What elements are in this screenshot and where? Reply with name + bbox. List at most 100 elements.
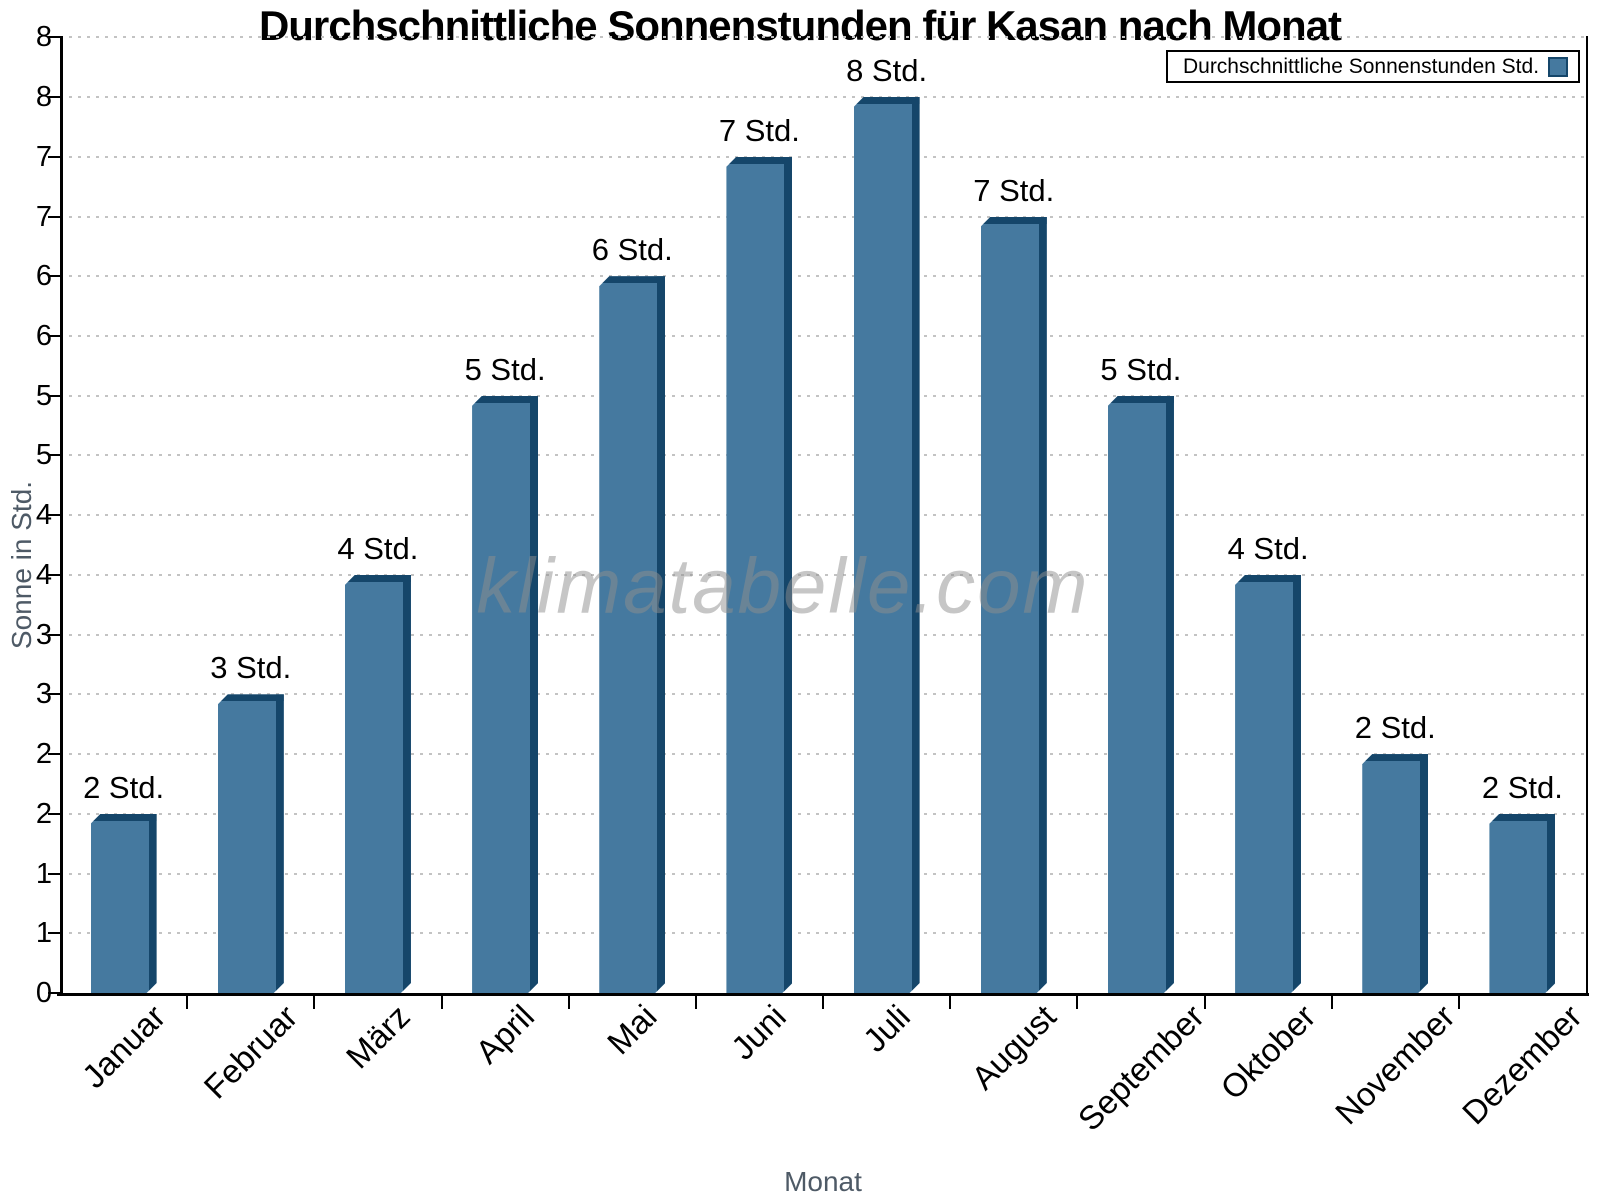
bar [218,694,284,993]
y-tick [48,155,60,158]
bar [854,97,920,993]
y-gridline [60,693,1586,696]
y-tick-label: 3 [35,618,52,651]
x-axis-category-label: Februar [196,997,305,1106]
bar-right-face [530,396,538,993]
y-tick-label: 4 [35,558,52,591]
watermark: klimatabelle.com [476,541,1090,630]
y-gridline [60,753,1586,756]
y-gridline [60,932,1586,935]
x-axis-category-label: Oktober [1213,997,1323,1107]
bar-right-face [1166,396,1174,993]
y-gridline [60,633,1586,636]
bar-right-face [784,157,792,993]
y-tick-label: 6 [35,319,52,352]
bar [345,575,411,993]
y-gridline [60,275,1586,278]
bar-top-face [599,276,665,283]
y-tick-label: 5 [35,379,52,412]
bar-right-face [912,97,920,993]
y-tick-label: 8 [35,81,52,114]
y-tick-label: 4 [35,499,52,532]
x-axis-category-label: Dezember [1455,997,1590,1132]
bar [726,157,792,993]
y-tick [48,394,60,397]
x-tick [567,996,570,1009]
y-tick [48,992,60,994]
legend-swatch-icon [1548,56,1568,77]
y-gridline [60,872,1586,875]
x-tick [1330,996,1333,1009]
y-gridline [60,573,1586,576]
y-axis-title: Sonne in Std. [6,480,37,650]
bar-value-label: 2 Std. [1354,710,1436,746]
x-tick [440,996,443,1009]
x-axis-category-label: September [1070,997,1211,1138]
y-gridline [60,514,1586,517]
bar-top-face [726,157,792,164]
y-tick [48,753,60,756]
bar-top-face [218,694,284,701]
chart-title: Durchschnittliche Sonnenstunden für Kasa… [258,2,1342,49]
bar-value-label: 4 Std. [1227,530,1309,566]
x-tick [822,996,824,1009]
y-tick-label: 0 [35,977,52,1009]
x-axis-category-label: März [338,997,417,1076]
y-gridline [60,215,1586,218]
y-gridline [60,812,1586,815]
bar-top-face [91,814,157,821]
bar-top-face [1362,754,1428,761]
bar [1489,814,1555,993]
bar-value-label: 4 Std. [337,530,419,566]
y-gridline [60,96,1586,99]
bar-value-label: 7 Std. [973,172,1055,208]
bar-right-face [1547,814,1555,993]
x-axis-category-label: Mai [600,997,664,1062]
y-tick-label: 2 [35,797,52,830]
x-tick [186,996,189,1009]
y-tick [48,96,60,99]
bar-value-label: 2 Std. [83,769,165,805]
y-tick-label: 2 [35,738,52,771]
bar-right-face [403,575,411,993]
bar [472,396,538,993]
y-gridline [60,36,1586,39]
bar-top-face [472,396,538,403]
bar-top-face [345,575,411,582]
x-axis-line [57,993,1589,996]
x-tick [694,996,697,1009]
bar-value-label: 2 Std. [1481,769,1563,805]
y-tick [48,872,60,875]
y-tick-label: 1 [35,917,52,950]
y-axis-line [60,36,63,996]
legend-label: Durchschnittliche Sonnenstunden Std. [1182,54,1540,78]
bar [599,276,665,993]
y-tick [48,275,60,278]
bar-value-label: 5 Std. [464,351,546,387]
x-tick [1076,996,1079,1009]
x-axis-category-label: Januar [74,997,172,1096]
y-tick [48,514,60,517]
y-tick [48,454,60,457]
bar-top-face [981,217,1047,224]
y-tick [48,215,60,218]
bar-right-face [657,276,665,993]
y-tick-label: 1 [35,857,52,890]
x-tick [949,996,952,1009]
y-tick-label: 6 [35,260,52,293]
bar-top-face [854,97,920,104]
bar [1235,575,1301,993]
y-tick-label: 7 [35,200,52,233]
y-tick-label: 8 [35,21,52,54]
y-tick-label: 3 [35,678,52,711]
bar-right-face [1420,754,1428,993]
y-gridline [60,334,1586,337]
bar-top-face [1489,814,1555,821]
x-axis-category-label: Juli [855,997,917,1059]
bar [1362,754,1428,993]
x-axis-category-label: November [1328,997,1462,1132]
y-tick [48,36,60,39]
y-tick [48,693,60,696]
y-tick [48,573,60,576]
